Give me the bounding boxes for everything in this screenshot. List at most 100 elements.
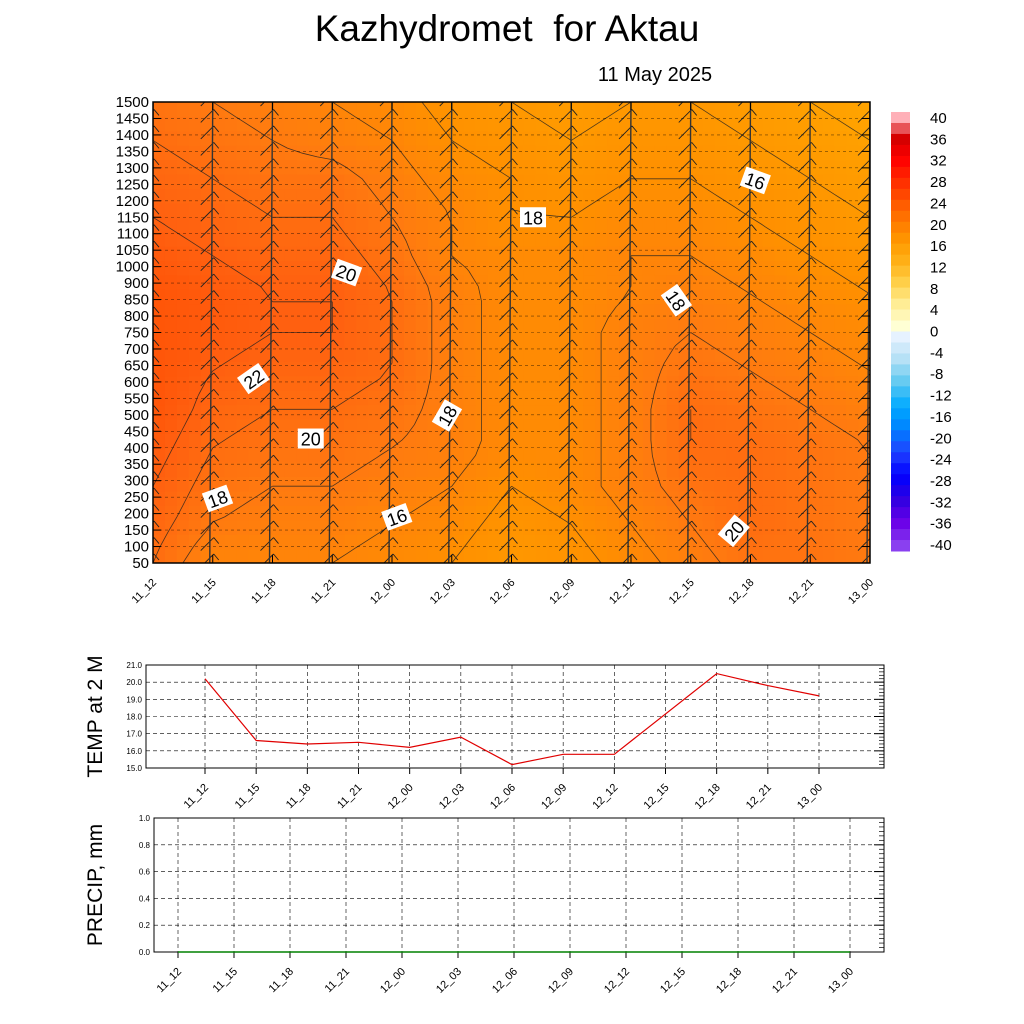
- heatmap-cell: [631, 332, 644, 348]
- heatmap-cell: [834, 303, 847, 319]
- heatmap-cell: [463, 447, 477, 463]
- heatmap-cell: [702, 462, 716, 478]
- heatmap-cell: [595, 174, 608, 190]
- heatmap-cell: [392, 490, 405, 506]
- colorbar-band: [891, 540, 910, 552]
- heatmap-cell: [403, 433, 417, 449]
- heatmap-cell: [762, 116, 775, 132]
- heatmap-cell: [499, 346, 513, 362]
- heatmap-cell: [463, 260, 477, 276]
- heatmap-cell: [678, 318, 692, 334]
- heatmap-cell: [631, 246, 644, 262]
- heatmap-cell: [822, 231, 835, 247]
- heatmap-cell: [774, 217, 787, 233]
- heatmap-cell: [176, 534, 190, 550]
- heatmap-cell: [308, 246, 321, 262]
- heatmap-cell: [427, 433, 441, 449]
- heatmap-cell: [523, 433, 536, 449]
- heatmap-cell: [176, 418, 190, 434]
- heatmap-cell: [176, 318, 190, 334]
- heatmap-cell: [666, 188, 680, 204]
- heatmap-cell: [702, 548, 716, 563]
- heatmap-cell: [463, 490, 477, 506]
- heatmap-cell: [571, 433, 584, 449]
- heatmap-cell: [714, 274, 728, 290]
- heatmap-cell: [774, 490, 787, 506]
- heatmap-cell: [738, 505, 752, 521]
- heatmap-cell: [463, 390, 477, 406]
- heatmap-cell: [320, 188, 333, 204]
- heatmap-cell: [619, 246, 632, 262]
- heatmap-cell: [690, 548, 704, 563]
- heatmap-cell: [535, 303, 548, 319]
- heatmap-cell: [595, 130, 608, 146]
- heatmap-cell: [248, 289, 262, 305]
- heatmap-cell: [607, 274, 620, 290]
- heatmap-cell: [427, 490, 441, 506]
- contour-label-bg: [201, 484, 234, 513]
- heatmap-cell: [619, 361, 632, 377]
- heatmap-cell: [762, 289, 775, 305]
- heatmap-cell: [344, 346, 357, 362]
- heatmap-cell: [176, 476, 190, 492]
- heatmap-cell: [834, 519, 847, 535]
- heatmap-cell: [690, 116, 704, 132]
- heatmap-cell: [654, 548, 668, 563]
- heatmap-cell: [834, 231, 847, 247]
- heatmap-cell: [666, 447, 680, 463]
- colorbar-band: [891, 166, 910, 179]
- heatmap-cell: [583, 505, 596, 521]
- heatmap-cell: [296, 145, 309, 161]
- heatmap-cell: [260, 246, 274, 262]
- heatmap-cell: [822, 116, 835, 132]
- heatmap-cell: [511, 462, 525, 478]
- heatmap-cell: [726, 462, 740, 478]
- heatmap-cell: [236, 476, 250, 492]
- heatmap-cell: [547, 231, 560, 247]
- heatmap-cell: [224, 116, 238, 132]
- heatmap-cell: [786, 505, 799, 521]
- heatmap-cell: [583, 332, 596, 348]
- heatmap-cell: [463, 159, 477, 175]
- heatmap-cell: [642, 418, 656, 434]
- heatmap-cell: [511, 332, 525, 348]
- heatmap-cell: [858, 116, 870, 132]
- heatmap-cell: [595, 116, 608, 132]
- heatmap-cell: [858, 318, 870, 334]
- colorbar-tick-label: -36: [930, 516, 952, 533]
- heatmap-cell: [822, 303, 835, 319]
- heatmap-cell: [571, 361, 584, 377]
- temperature-heatmap: [153, 102, 870, 563]
- heatmap-cell: [368, 260, 381, 276]
- heatmap-cell: [332, 303, 345, 319]
- y-tick-label: 1500: [116, 94, 149, 111]
- heatmap-cell: [619, 116, 632, 132]
- heatmap-cell: [595, 217, 608, 233]
- heatmap-cell: [559, 145, 572, 161]
- heatmap-cell: [702, 289, 716, 305]
- heatmap-cell: [475, 534, 489, 550]
- heatmap-cell: [834, 404, 847, 420]
- heatmap-cell: [822, 202, 835, 218]
- wind-barb-column: [558, 102, 578, 563]
- heatmap-cell: [284, 202, 297, 218]
- heatmap-cell: [846, 375, 859, 391]
- heatmap-cell: [248, 130, 262, 146]
- heatmap-cell: [583, 447, 596, 463]
- heatmap-cell: [547, 289, 560, 305]
- heatmap-cell: [654, 145, 668, 161]
- colorbar-tick-label: -28: [930, 473, 952, 490]
- heatmap-cell: [415, 303, 429, 319]
- y-tick-label: 300: [124, 473, 149, 490]
- heatmap-cell: [846, 102, 859, 118]
- heatmap-cell: [834, 188, 847, 204]
- contour-label-bg: [330, 258, 363, 287]
- heatmap-cell: [296, 332, 309, 348]
- heatmap-cell: [619, 346, 632, 362]
- heatmap-cell: [858, 217, 870, 233]
- heatmap-cell: [356, 404, 369, 420]
- heatmap-cell: [153, 274, 166, 290]
- heatmap-cell: [439, 318, 453, 334]
- heatmap-cell: [786, 303, 799, 319]
- heatmap-cell: [415, 145, 429, 161]
